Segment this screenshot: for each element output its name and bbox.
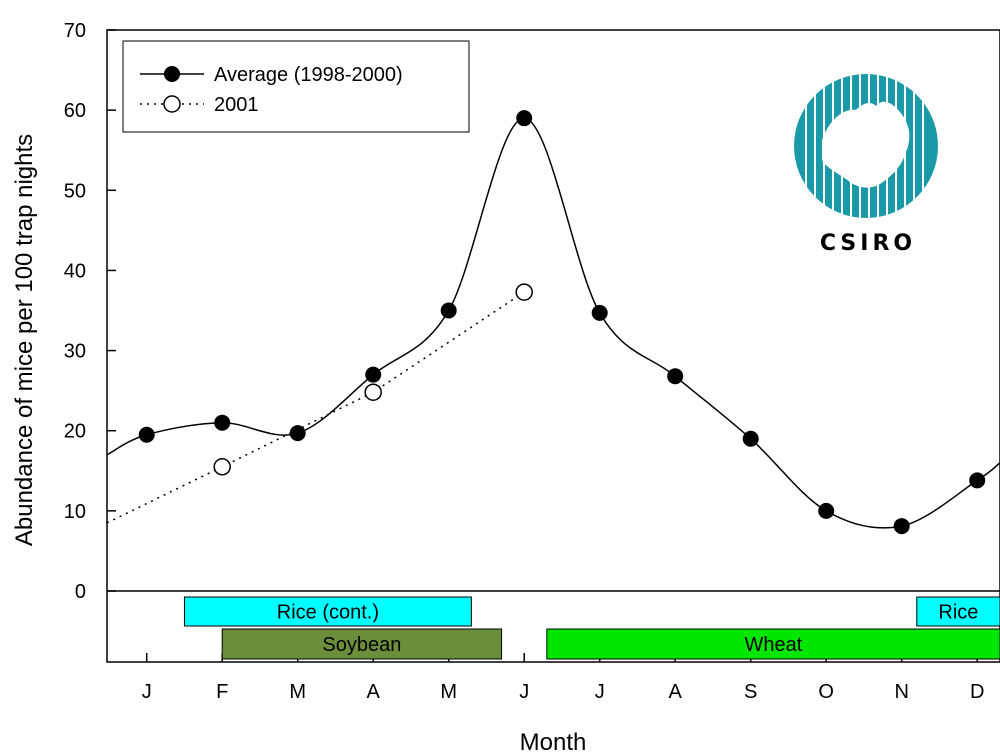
logo-text: CSIRO xyxy=(820,231,916,256)
x-tick-label: S xyxy=(744,681,757,703)
x-tick-label: D xyxy=(970,681,984,703)
series-average-point xyxy=(516,110,533,127)
crop-bar-label: Rice xyxy=(938,602,978,624)
x-tick-label: M xyxy=(440,681,457,703)
y-tick-label: 10 xyxy=(64,501,86,523)
y-tick-label: 40 xyxy=(64,260,86,282)
y-axis-title: Abundance of mice per 100 trap nights xyxy=(11,134,38,546)
y-tick-label: 20 xyxy=(64,421,86,443)
series-average-point xyxy=(667,368,684,385)
series-average-point xyxy=(214,414,231,431)
series-2001-point xyxy=(213,458,231,476)
crop-bar xyxy=(183,596,472,627)
x-tick-label: M xyxy=(289,681,306,703)
crop-bar-label: Wheat xyxy=(745,634,803,656)
x-tick-label: J xyxy=(595,681,605,703)
legend-average-label: Average (1998-2000) xyxy=(214,64,403,86)
x-axis-title: Month xyxy=(520,729,587,756)
series-2001-line xyxy=(106,291,525,524)
series-average-line xyxy=(106,117,1000,529)
y-axis: 0 10 20 30 40 50 60 70 xyxy=(64,20,116,603)
y-tick-label: 70 xyxy=(64,20,86,42)
legend-2001-label: 2001 xyxy=(214,94,259,116)
x-tick-label: N xyxy=(894,681,908,703)
series-2001-point xyxy=(364,383,382,401)
x-tick-label: A xyxy=(669,681,683,703)
series-average-point xyxy=(365,366,382,383)
crop-bar-label: Rice (cont.) xyxy=(277,602,379,624)
series-2001-point xyxy=(515,283,533,301)
plot-area-frame xyxy=(106,29,1000,663)
series-average-point xyxy=(969,472,986,489)
x-tick-label: J xyxy=(519,681,529,703)
y-tick-label: 30 xyxy=(64,341,86,363)
series-average-point xyxy=(138,426,155,443)
series-average-point xyxy=(289,425,306,442)
y-tick-label: 60 xyxy=(64,100,86,122)
y-tick-label: 0 xyxy=(75,581,86,603)
legend-2001-marker xyxy=(163,95,181,113)
y-tick-label: 50 xyxy=(64,180,86,202)
crop-bar xyxy=(916,596,1000,627)
crop-bar xyxy=(546,628,1000,660)
series-layer xyxy=(106,110,1000,535)
series-average-point xyxy=(591,304,608,321)
legend-box xyxy=(122,40,470,133)
crop-bars: Rice (cont.) Rice Soybean Wheat xyxy=(183,596,1000,660)
x-tick-label: F xyxy=(216,681,228,703)
legend: Average (1998-2000) 2001 xyxy=(122,40,470,133)
series-average-point xyxy=(818,502,835,519)
series-average-point xyxy=(893,518,910,535)
crop-bar xyxy=(221,628,503,660)
csiro-logo: CSIRO xyxy=(794,74,941,256)
x-tick-label: O xyxy=(818,681,834,703)
series-average-point xyxy=(440,302,457,319)
series-average-point xyxy=(742,430,759,447)
legend-average-marker xyxy=(164,66,180,82)
x-tick-label: J xyxy=(142,681,152,703)
logo-stripes xyxy=(805,74,924,218)
x-tick-label: A xyxy=(367,681,381,703)
crop-bar-label: Soybean xyxy=(322,634,401,656)
